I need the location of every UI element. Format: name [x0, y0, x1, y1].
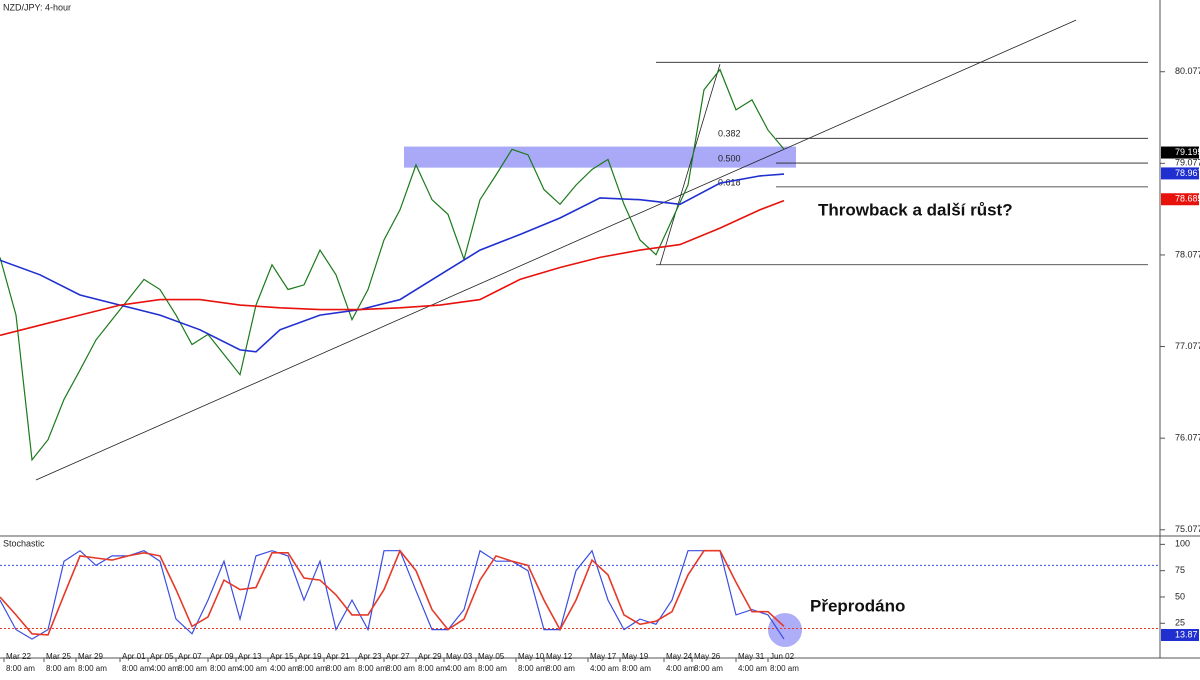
x-tick-time: 4:00 am [270, 664, 299, 673]
x-tick-time: 8:00 am [326, 664, 355, 673]
price-marker-label: 78.967 [1175, 168, 1200, 178]
x-tick-time: 8:00 am [386, 664, 415, 673]
x-tick-label: Jun 02 [770, 652, 795, 661]
resistance-zone [404, 146, 796, 168]
annotation: Throwback a další růst? [818, 200, 1013, 219]
price-marker-label: 13.87 [1175, 629, 1198, 639]
x-tick-time: 4:00 am [590, 664, 619, 673]
x-tick-time: 4:00 am [238, 664, 267, 673]
x-tick-label: May 12 [546, 652, 573, 661]
x-tick-time: 8:00 am [622, 664, 651, 673]
x-tick-label: Apr 19 [298, 652, 322, 661]
x-tick-label: May 17 [590, 652, 617, 661]
x-tick-time: 8:00 am [418, 664, 447, 673]
y-tick-label: 79.077 [1175, 158, 1200, 168]
x-tick-time: 8:00 am [518, 664, 547, 673]
x-tick-time: 8:00 am [770, 664, 799, 673]
x-tick-time: 4:00 am [150, 664, 179, 673]
y-tick-label: 80.077 [1175, 66, 1200, 76]
x-tick-label: Mar 25 [46, 652, 71, 661]
price-marker [1161, 146, 1199, 159]
panel-title: Stochastic [3, 538, 45, 548]
x-tick-time: 8:00 am [46, 664, 75, 673]
y-tick-label: 76.077 [1175, 433, 1200, 443]
x-tick-label: Mar 29 [78, 652, 103, 661]
y-tick-label: 25 [1175, 618, 1185, 628]
highlight-circle [768, 613, 802, 647]
series-line [0, 549, 785, 636]
x-tick-label: Apr 13 [238, 652, 262, 661]
x-tick-label: Mar 22 [6, 652, 31, 661]
trendline [659, 64, 721, 265]
x-tick-time: 4:00 am [666, 664, 695, 673]
y-tick-label: 77.077 [1175, 341, 1200, 351]
x-tick-label: Apr 15 [270, 652, 294, 661]
trendline [35, 19, 1077, 481]
chart-title: NZD/JPY: 4-hour [3, 2, 71, 12]
x-tick-time: 8:00 am [6, 664, 35, 673]
y-tick-label: 78.077 [1175, 249, 1200, 259]
price-marker [1161, 167, 1199, 180]
x-tick-time: 8:00 am [178, 664, 207, 673]
x-tick-label: Apr 23 [358, 652, 382, 661]
x-tick-time: 8:00 am [298, 664, 327, 673]
x-tick-label: Apr 07 [178, 652, 202, 661]
series-line [0, 173, 785, 353]
price-marker [1161, 193, 1199, 206]
x-tick-time: 8:00 am [694, 664, 723, 673]
y-tick-label: 100 [1175, 539, 1190, 549]
price-marker-label: 79.195 [1175, 147, 1200, 157]
x-tick-label: Apr 05 [150, 652, 174, 661]
series-line [0, 68, 785, 462]
y-tick-label: 75.077 [1175, 524, 1200, 534]
x-tick-time: 4:00 am [446, 664, 475, 673]
x-tick-label: Apr 01 [122, 652, 146, 661]
x-tick-label: May 19 [622, 652, 649, 661]
x-tick-time: 8:00 am [546, 664, 575, 673]
x-tick-label: May 24 [666, 652, 693, 661]
y-tick-label: 50 [1175, 591, 1185, 601]
annotation: Přeprodáno [810, 596, 905, 615]
price-marker [1161, 628, 1199, 641]
x-tick-time: 8:00 am [478, 664, 507, 673]
price-marker-label: 78.685 [1175, 194, 1200, 204]
y-tick-label: 75 [1175, 565, 1185, 575]
x-tick-label: Apr 09 [210, 652, 234, 661]
x-tick-time: 8:00 am [358, 664, 387, 673]
x-tick-label: May 10 [518, 652, 545, 661]
x-tick-time: 8:00 am [210, 664, 239, 673]
x-tick-label: Apr 27 [386, 652, 410, 661]
x-tick-label: May 05 [478, 652, 505, 661]
x-tick-label: Apr 21 [326, 652, 350, 661]
fib-label: 0.382 [718, 129, 741, 139]
series-line [0, 199, 785, 337]
fib-label: 0.500 [718, 153, 741, 163]
x-tick-time: 4:00 am [738, 664, 767, 673]
x-tick-time: 8:00 am [122, 664, 151, 673]
x-tick-label: May 03 [446, 652, 473, 661]
x-tick-label: May 31 [738, 652, 765, 661]
x-tick-label: May 26 [694, 652, 721, 661]
x-tick-time: 8:00 am [78, 664, 107, 673]
x-tick-label: Apr 29 [418, 652, 442, 661]
